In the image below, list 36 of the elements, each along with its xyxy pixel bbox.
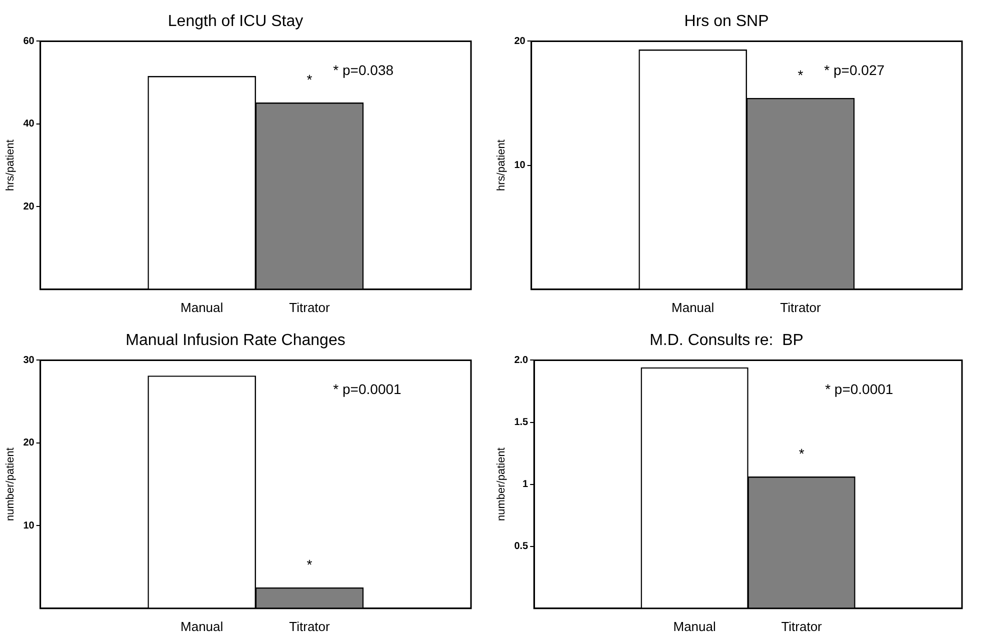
y-tick-label: 30 [23, 354, 35, 366]
y-axis-title: hrs/patient [496, 140, 508, 191]
y-tick-label: 2.0 [514, 354, 529, 366]
y-tick-label: 10 [514, 160, 526, 172]
y-axis-title: number/patient [4, 448, 17, 521]
annotation: * [798, 446, 805, 462]
x-tick-label: Titrator [780, 300, 822, 315]
chart-title: M.D. Consults re: BP [650, 332, 804, 350]
x-tick-label: Manual [180, 300, 224, 315]
x-tick-label: Manual [672, 300, 714, 315]
y-tick-label: 20 [23, 438, 35, 449]
y-tick-label: 20 [514, 36, 526, 47]
chart-title: Hrs on SNP [684, 13, 769, 30]
x-tick-label: Titrator [289, 618, 331, 634]
y-tick-label: 1.5 [514, 417, 529, 428]
annotation: * p=0.0001 [333, 380, 402, 397]
y-tick-label: 20 [23, 201, 35, 212]
x-tick-label: Manual [180, 618, 224, 634]
chart-title: Manual Infusion Rate Changes [126, 332, 346, 350]
y-tick-label: 1 [522, 479, 529, 490]
x-tick-label: Manual [673, 618, 716, 634]
x-tick-label: Titrator [781, 618, 823, 634]
y-tick-label: 40 [23, 118, 35, 130]
y-axis-title: hrs/patient [4, 140, 17, 191]
x-tick-label: Titrator [289, 300, 331, 315]
annotation: * p=0.0001 [825, 380, 894, 397]
y-axis-title: number/patient [496, 448, 508, 521]
annotation: * p=0.038 [333, 62, 394, 78]
annotation: * p=0.027 [824, 62, 885, 78]
chart-title: Length of ICU Stay [168, 13, 304, 30]
y-tick-label: 0.5 [514, 541, 529, 552]
annotation: * [798, 67, 804, 84]
annotation: * [306, 72, 313, 88]
annotation: * [306, 556, 313, 573]
y-tick-label: 10 [23, 520, 35, 532]
y-tick-label: 60 [23, 36, 35, 47]
